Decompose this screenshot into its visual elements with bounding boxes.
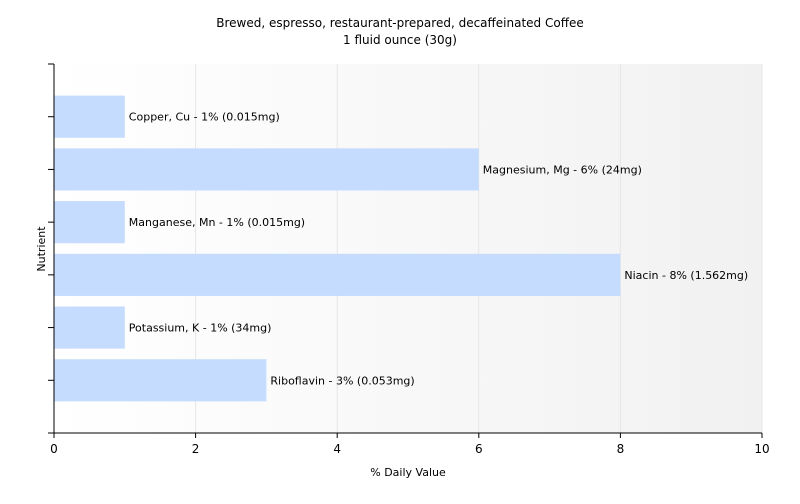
bar-data-label: Copper, Cu - 1% (0.015mg) [129,111,280,124]
bar-data-label: Potassium, K - 1% (34mg) [129,322,272,335]
chart-title: Brewed, espresso, restaurant-prepared, d… [216,16,584,30]
x-tick-label: 6 [475,442,483,456]
x-tick-label: 0 [50,442,58,456]
x-tick-label: 2 [192,442,200,456]
bar [54,148,479,191]
y-axis-label: Nutrient [35,226,48,272]
bar-data-label: Riboflavin - 3% (0.053mg) [270,374,414,387]
chart-subtitle: 1 fluid ounce (30g) [343,33,457,47]
bar-data-label: Manganese, Mn - 1% (0.015mg) [129,216,305,229]
bar-labels: Copper, Cu - 1% (0.015mg) Magnesium, Mg -… [129,111,748,388]
x-tick-label: 10 [754,442,769,456]
x-tick-label: 4 [333,442,341,456]
bar [54,201,125,244]
bar [54,359,267,402]
x-tick-label: 8 [617,442,625,456]
y-axis-ticks [48,63,54,434]
bar [54,253,621,296]
bar-data-label: Magnesium, Mg - 6% (24mg) [483,163,642,176]
bars [54,95,621,402]
x-axis-ticks: 0 2 4 6 8 10 [50,433,770,456]
bar-data-label: Niacin - 8% (1.562mg) [624,269,748,282]
bar [54,95,125,138]
x-axis-label: % Daily Value [370,466,446,479]
bar [54,306,125,349]
